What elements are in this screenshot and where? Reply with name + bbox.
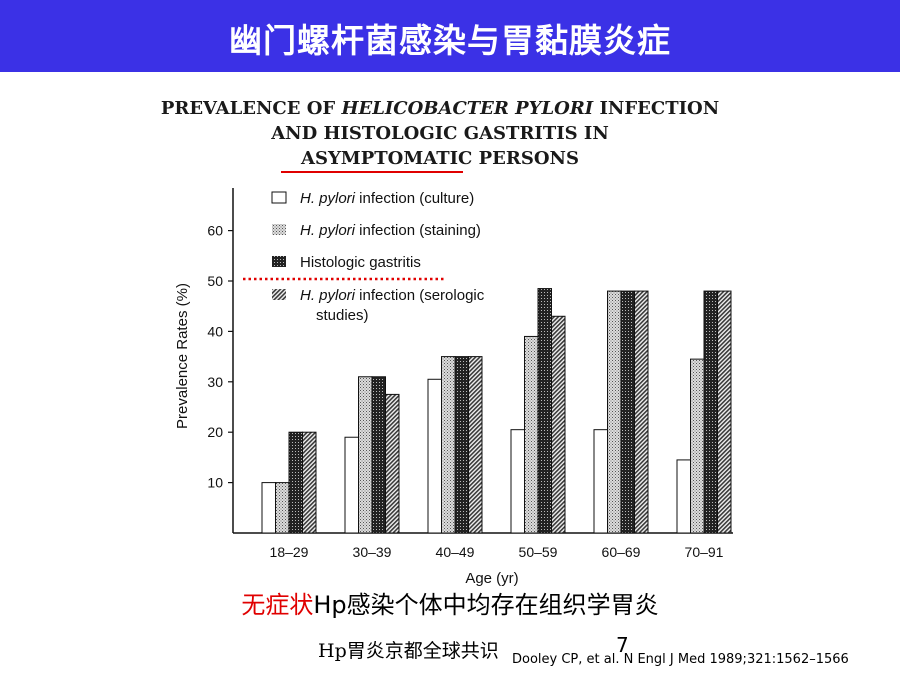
- y-tick-label: 20: [207, 424, 223, 440]
- legend-label: H. pylori infection (culture): [300, 190, 474, 207]
- bar: [703, 290, 718, 534]
- chart-title-line-1: PREVALENCE OF HELICOBACTER PYLORI INFECT…: [160, 98, 720, 119]
- bar: [690, 358, 705, 534]
- legend-label: Histologic gastritis: [300, 254, 421, 271]
- legend-label-line2: studies): [316, 307, 369, 324]
- y-tick-label: 40: [207, 323, 223, 339]
- bar: [634, 290, 649, 534]
- x-tick-label: 40–49: [436, 544, 475, 560]
- caption: 无症状Hp感染个体中均存在组织学胃炎: [0, 585, 900, 620]
- x-tick-label: 30–39: [353, 544, 392, 560]
- chart-title-line-2: AND HISTOLOGIC GASTRITIS IN: [271, 123, 609, 144]
- legend-swatch: [272, 256, 286, 267]
- y-tick-label: 50: [207, 273, 223, 289]
- bar: [261, 482, 276, 534]
- x-tick-label: 70–91: [685, 544, 724, 560]
- bar: [302, 431, 317, 534]
- bar: [288, 431, 303, 534]
- legend-label: H. pylori infection (serologic: [300, 287, 485, 304]
- x-tick-label: 50–59: [519, 544, 558, 560]
- bar: [358, 376, 373, 534]
- legend-swatch: [272, 224, 286, 235]
- bar: [427, 378, 442, 534]
- bar: [371, 376, 386, 534]
- caption-text: Hp感染个体中均存在组织学胃炎: [313, 591, 659, 619]
- bar: [537, 288, 552, 534]
- page-number: 7: [616, 633, 629, 657]
- title-underline: [281, 171, 463, 173]
- plot-layer: 10 20 30 40 50 60 Prevalence Rates (%) 18–29 30–…: [174, 188, 733, 587]
- bar: [468, 356, 483, 534]
- y-tick-label: 60: [207, 223, 223, 239]
- footer-left: Hp胃炎京都全球共识: [318, 640, 499, 662]
- legend-label: H. pylori infection (staining): [300, 222, 481, 239]
- slide-title: 幽门螺杆菌感染与胃黏膜炎症: [229, 21, 671, 60]
- bar: [593, 429, 608, 534]
- x-tick-label: 60–69: [602, 544, 641, 560]
- title-bar: 幽门螺杆菌感染与胃黏膜炎症: [0, 0, 900, 72]
- bar: [275, 482, 290, 534]
- bar: [676, 459, 691, 534]
- bar: [620, 290, 635, 534]
- citation: Dooley CP, et al. N Engl J Med 1989;321:…: [512, 652, 849, 667]
- chart-title-line-3: ASYMPTOMATIC PERSONS: [300, 148, 579, 169]
- bar: [717, 290, 732, 534]
- bar: [551, 315, 566, 534]
- bar: [344, 436, 359, 534]
- bar: [385, 393, 400, 534]
- x-axis-label: Age (yr): [465, 570, 518, 587]
- x-tick-label: 18–29: [270, 544, 309, 560]
- y-tick-label: 10: [207, 475, 223, 491]
- bar: [441, 356, 456, 534]
- caption-highlight: 无症状: [241, 591, 314, 619]
- bar: [454, 356, 469, 534]
- bar: [607, 290, 622, 534]
- legend-swatch: [272, 289, 286, 300]
- legend-swatch: [271, 191, 287, 204]
- bar: [524, 335, 539, 534]
- chart-title: PREVALENCE OF HELICOBACTER PYLORI INFECT…: [130, 96, 750, 171]
- y-axis-label: Prevalence Rates (%): [174, 283, 191, 429]
- bar: [510, 429, 525, 534]
- y-tick-label: 30: [207, 374, 223, 390]
